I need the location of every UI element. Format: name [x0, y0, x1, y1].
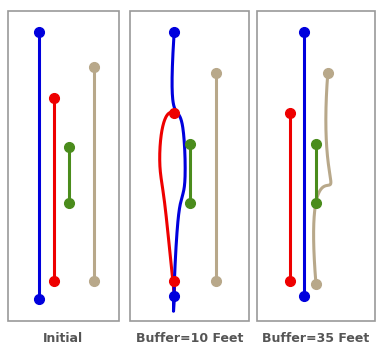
Text: Initial: Initial — [43, 333, 83, 345]
Text: Buffer=35 Feet: Buffer=35 Feet — [262, 333, 370, 345]
Text: Buffer=10 Feet: Buffer=10 Feet — [136, 333, 243, 345]
